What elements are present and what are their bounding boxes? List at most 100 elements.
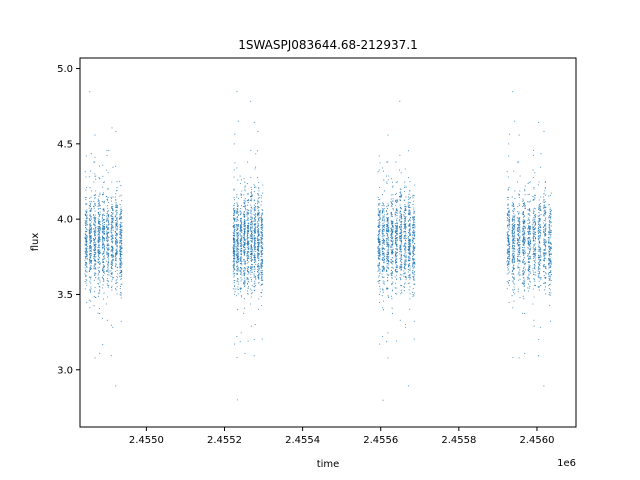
data-point (244, 352, 246, 354)
data-point (543, 214, 545, 216)
data-point (246, 183, 248, 185)
data-point (405, 276, 407, 278)
data-point (237, 288, 239, 290)
data-point (94, 219, 96, 221)
data-point (392, 185, 394, 187)
data-point (236, 288, 238, 290)
data-point (382, 268, 384, 271)
data-point (383, 256, 385, 258)
data-point (98, 249, 100, 251)
data-point (379, 247, 381, 249)
data-point (522, 283, 524, 285)
data-point (98, 238, 101, 240)
data-point (233, 267, 235, 269)
data-point (237, 237, 239, 239)
data-point (253, 268, 255, 270)
data-point (115, 266, 117, 268)
data-point (120, 267, 122, 269)
data-point (260, 270, 262, 272)
data-point (106, 234, 108, 236)
data-point (112, 166, 114, 168)
data-point (524, 189, 526, 191)
data-point (378, 244, 380, 246)
data-point (548, 267, 550, 269)
data-point (544, 241, 546, 243)
data-point (262, 209, 264, 211)
data-point (98, 253, 100, 255)
data-point (119, 214, 121, 216)
data-point (90, 207, 92, 209)
data-point (233, 254, 235, 256)
data-point (400, 279, 402, 281)
data-point (106, 212, 108, 214)
data-point (112, 196, 114, 198)
data-point (400, 235, 402, 237)
data-point (93, 207, 95, 209)
data-point (120, 237, 122, 239)
data-point (255, 186, 257, 188)
data-point (94, 357, 96, 359)
data-point (383, 211, 385, 213)
data-point (237, 273, 239, 276)
data-point (253, 227, 255, 229)
data-point (516, 260, 518, 262)
data-point (395, 211, 398, 214)
data-point (97, 312, 99, 314)
data-point (120, 242, 122, 244)
data-point (382, 229, 384, 231)
data-point (413, 207, 415, 209)
data-point (121, 264, 123, 266)
data-point (90, 231, 92, 233)
data-point (250, 191, 252, 193)
data-point (247, 222, 249, 224)
data-point (382, 202, 384, 204)
data-point (112, 326, 114, 328)
data-point (260, 239, 262, 241)
data-point (248, 272, 250, 274)
data-point (106, 269, 109, 271)
data-point (261, 229, 263, 231)
data-point (247, 226, 250, 228)
data-point (253, 258, 256, 260)
data-point (120, 185, 122, 187)
data-point (247, 340, 249, 342)
data-point (511, 224, 514, 226)
data-point (101, 201, 103, 203)
data-point (239, 288, 241, 290)
data-point (533, 259, 535, 261)
data-point (112, 246, 114, 248)
data-point (108, 248, 110, 250)
data-point (261, 236, 263, 238)
data-point (392, 240, 394, 242)
data-point (116, 250, 118, 252)
data-point (111, 273, 113, 276)
data-point (518, 194, 520, 196)
data-point (538, 289, 540, 291)
data-point (405, 252, 407, 254)
data-point (111, 267, 113, 269)
data-point (412, 272, 414, 274)
data-point (400, 241, 403, 243)
data-point (88, 207, 90, 209)
data-point (110, 355, 112, 357)
data-point (395, 253, 397, 255)
data-point (398, 220, 401, 222)
data-point (508, 284, 510, 286)
data-point (379, 218, 381, 220)
data-point (237, 278, 239, 280)
data-point (116, 248, 118, 250)
data-point (115, 282, 117, 284)
data-point (403, 221, 405, 224)
data-point (94, 242, 96, 244)
data-point (106, 237, 108, 239)
data-point (255, 243, 257, 245)
data-point (97, 274, 99, 276)
data-point (511, 255, 513, 257)
data-point (248, 257, 250, 259)
data-point (90, 276, 92, 278)
data-point (93, 224, 95, 226)
data-point (86, 250, 88, 252)
data-point (237, 257, 239, 259)
data-point (254, 257, 256, 259)
data-point (243, 231, 245, 233)
